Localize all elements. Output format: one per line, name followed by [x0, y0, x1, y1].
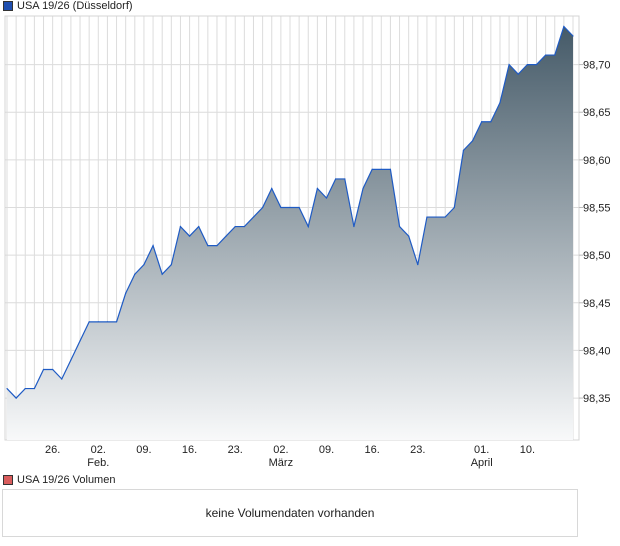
x-tick-label: 23.	[410, 444, 425, 456]
data-point	[435, 216, 437, 218]
x-tick-label: 01.	[474, 444, 489, 456]
data-point	[462, 149, 465, 151]
data-point	[280, 206, 282, 209]
data-point	[198, 225, 200, 228]
data-point	[453, 206, 455, 209]
data-point	[252, 216, 255, 218]
data-point	[389, 168, 392, 171]
volume-legend: USA 19/26 Volumen	[3, 474, 115, 486]
data-point	[344, 178, 346, 180]
data-point	[143, 264, 145, 266]
data-point	[15, 397, 17, 399]
y-tick-label: 98,70	[583, 60, 611, 72]
y-tick-label: 98,55	[583, 203, 611, 215]
x-tick-label: 26.	[45, 444, 60, 456]
data-point	[526, 63, 528, 66]
data-point	[554, 54, 556, 56]
data-point	[362, 187, 364, 190]
data-point	[517, 73, 519, 75]
y-tick-label: 98,35	[583, 393, 611, 405]
data-point	[481, 121, 483, 123]
data-point	[115, 321, 118, 323]
data-point	[289, 206, 291, 209]
data-point	[535, 63, 538, 66]
data-point	[398, 225, 401, 228]
data-point	[70, 359, 72, 361]
data-point	[42, 368, 45, 371]
data-point	[380, 168, 382, 171]
price-legend-label: USA 19/26 (Düsseldorf)	[17, 0, 133, 12]
price-legend: USA 19/26 (Düsseldorf)	[3, 0, 133, 12]
x-tick-sublabel: Feb.	[87, 457, 109, 469]
data-point	[271, 187, 273, 190]
x-tick-sublabel: März	[269, 457, 293, 469]
x-tick-label: 16.	[182, 444, 197, 456]
data-point	[61, 378, 63, 380]
x-tick-label: 02.	[273, 444, 288, 456]
data-point	[444, 216, 446, 218]
no-volume-message: keine Volumendaten vorhanden	[205, 506, 375, 520]
data-point	[188, 235, 191, 237]
data-point	[79, 340, 81, 342]
y-tick-label: 98,45	[583, 298, 611, 310]
data-point	[97, 321, 99, 323]
data-point	[207, 245, 209, 247]
y-tick-label: 98,60	[583, 155, 611, 167]
data-point	[563, 25, 565, 28]
volume-legend-swatch	[3, 475, 13, 485]
data-point	[417, 264, 419, 266]
price-chart: 98,35 98,40 98,45 98,50 98,55 98,60 98,65 98,70…	[4, 15, 611, 469]
x-tick-label: 16.	[365, 444, 380, 456]
data-point	[508, 63, 510, 66]
x-tick-label: 23.	[228, 444, 243, 456]
data-point	[225, 235, 227, 237]
data-point	[216, 245, 218, 247]
price-area	[7, 26, 573, 441]
data-point	[24, 387, 26, 390]
data-point	[243, 225, 245, 228]
data-point	[335, 178, 337, 180]
data-point	[572, 35, 574, 37]
data-point	[170, 264, 172, 266]
data-point	[298, 206, 300, 209]
price-legend-swatch	[3, 1, 13, 11]
data-point	[371, 168, 373, 171]
data-point	[88, 321, 90, 323]
data-point	[545, 54, 547, 56]
data-point	[52, 368, 54, 371]
data-point	[408, 235, 410, 237]
x-tick-label: 10.	[520, 444, 535, 456]
data-point	[471, 140, 474, 142]
x-tick-label: 09.	[136, 444, 151, 456]
volume-legend-label: USA 19/26 Volumen	[17, 474, 116, 486]
data-point	[490, 121, 492, 123]
data-point	[262, 206, 264, 209]
data-point	[307, 225, 309, 228]
data-point	[325, 197, 328, 199]
y-tick-label: 98,65	[583, 107, 611, 119]
data-point	[499, 102, 501, 104]
y-tick-label: 98,50	[583, 250, 611, 262]
data-point	[6, 387, 8, 390]
data-point	[106, 321, 109, 323]
x-tick-label: 02.	[91, 444, 106, 456]
data-point	[316, 187, 318, 190]
data-point	[426, 216, 428, 218]
y-tick-label: 98,40	[583, 345, 611, 357]
data-point	[134, 273, 136, 275]
data-point	[353, 225, 355, 228]
data-point	[179, 225, 182, 228]
x-tick-sublabel: April	[471, 457, 493, 469]
x-tick-label: 09.	[319, 444, 334, 456]
data-point	[33, 387, 35, 390]
volume-panel: keine Volumendaten vorhanden	[2, 489, 578, 537]
data-point	[161, 273, 163, 275]
data-point	[234, 225, 236, 228]
data-point	[152, 245, 154, 247]
data-point	[125, 292, 127, 294]
